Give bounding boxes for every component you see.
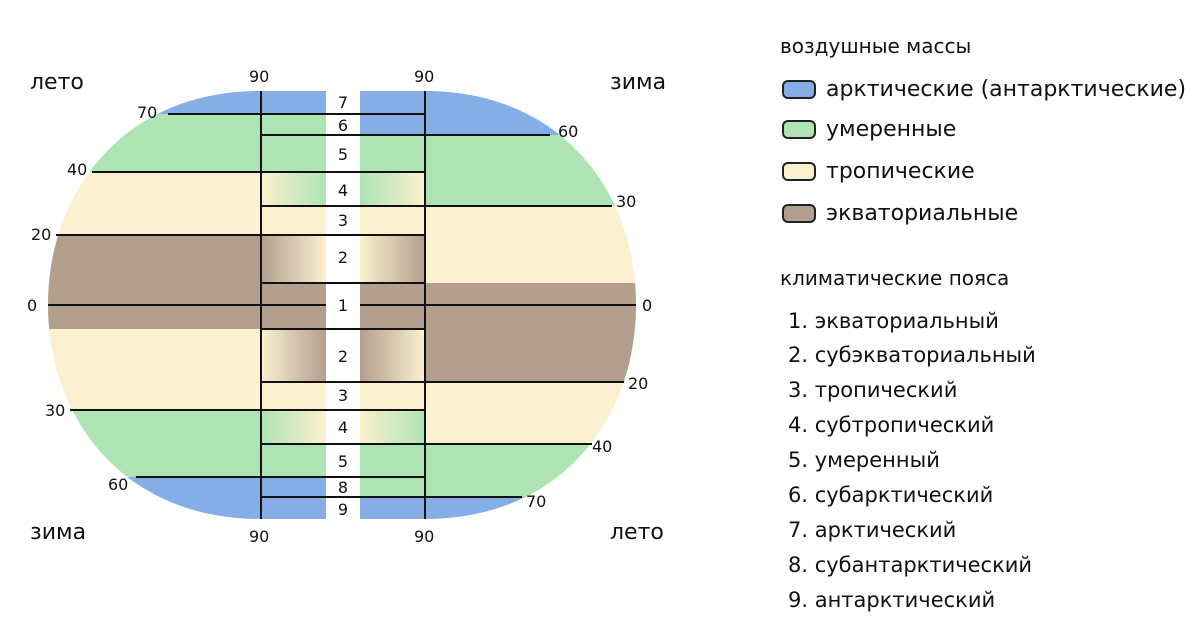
center-gap <box>326 85 360 530</box>
zone-number: 2 <box>338 248 348 267</box>
climate-zones-title: климатические пояса <box>780 266 1010 290</box>
zone-list-item: 4. субтропический <box>788 413 995 437</box>
lat-label-bottom: 90 <box>414 527 434 546</box>
tropical-swatch <box>782 162 816 181</box>
legend-item-arctic: арктические (антарктические) <box>782 77 1186 102</box>
temperate-swatch <box>782 120 816 139</box>
gradient-subtropical-bottom-left <box>261 410 326 444</box>
arctic-swatch <box>782 80 816 99</box>
legend: воздушные массы арктические (антарктичес… <box>780 0 1190 619</box>
lat-label-right: 30 <box>616 192 636 211</box>
latitude-labels: 70 40 20 0 30 60 60 30 0 20 40 70 90 90 … <box>27 67 652 546</box>
equatorial-swatch <box>782 204 816 223</box>
zone-list-item: 6. субарктический <box>788 483 994 507</box>
air-mass-bands <box>48 91 636 519</box>
lat-label-left: 60 <box>108 475 128 494</box>
zone-list-item: 2. субэкваториальный <box>788 343 1036 367</box>
zone-number: 5 <box>338 452 348 471</box>
zone-number: 1 <box>338 296 348 315</box>
climate-zones-diagram: 7 6 5 4 3 2 1 2 3 4 5 8 9 70 40 20 0 30 … <box>27 67 652 546</box>
gradient-subequatorial-bottom-left <box>261 329 326 382</box>
lat-label-right: 70 <box>526 492 546 511</box>
corner-label-bottom-left: зима <box>30 520 87 545</box>
zone-list-item: 3. тропический <box>788 378 958 402</box>
zone-number: 5 <box>338 145 348 164</box>
gradient-subequatorial-bottom-right <box>360 329 425 382</box>
zone-number: 9 <box>338 500 348 519</box>
zone-list-item: 1. экваториальный <box>788 309 999 333</box>
corner-label-top-left: лето <box>30 70 84 95</box>
lat-label-top: 90 <box>249 67 269 86</box>
air-masses-title: воздушные массы <box>780 34 972 58</box>
zone-list-item: 8. субантарктический <box>788 553 1033 577</box>
zone-boundaries <box>261 113 425 498</box>
lat-label-left: 20 <box>31 225 51 244</box>
band-right-arctic-top <box>360 91 636 135</box>
legend-item-equatorial: экваториальные <box>782 201 1018 226</box>
zone-list-item: 7. арктический <box>788 518 957 542</box>
lat-label-left: 30 <box>45 401 65 420</box>
zone-number: 8 <box>338 478 348 497</box>
gradient-subtropical-bottom-right <box>360 410 425 444</box>
zone-number: 4 <box>338 181 348 200</box>
zone-number: 2 <box>338 347 348 366</box>
legend-item-label: тропические <box>826 159 975 184</box>
lat-label-left: 40 <box>67 160 87 179</box>
lat-label-right: 40 <box>592 437 612 456</box>
legend-item-tropical: тропические <box>782 159 975 184</box>
legend-item-temperate: умеренные <box>782 117 956 142</box>
zone-list-item: 9. антарктический <box>788 588 996 612</box>
corner-label-top-right: зима <box>610 70 667 95</box>
lat-label-left: 70 <box>137 103 157 122</box>
lat-label-right: 20 <box>628 374 648 393</box>
lat-label-top: 90 <box>414 67 434 86</box>
lat-label-right: 60 <box>558 122 578 141</box>
zone-number: 7 <box>338 93 348 112</box>
zone-number: 3 <box>338 211 348 230</box>
corner-label-bottom-right: лето <box>610 520 664 545</box>
lat-label-left: 0 <box>27 296 37 315</box>
band-right-arctic-bottom <box>360 497 636 519</box>
lat-label-right: 0 <box>642 296 652 315</box>
legend-item-label: умеренные <box>826 117 957 142</box>
zone-number: 4 <box>338 418 348 437</box>
gradient-subtropical-top-left <box>261 172 326 206</box>
zone-number: 3 <box>338 386 348 405</box>
legend-item-label: экваториальные <box>826 201 1019 226</box>
gradient-subtropical-top-right <box>360 172 425 206</box>
lat-label-bottom: 90 <box>249 527 269 546</box>
gradient-subequatorial-top-left <box>261 235 326 283</box>
zone-numbers: 7 6 5 4 3 2 1 2 3 4 5 8 9 <box>338 93 348 519</box>
gradient-subequatorial-top-right <box>360 235 425 283</box>
zone-number: 6 <box>338 116 348 135</box>
zone-list-item: 5. умеренный <box>788 448 940 472</box>
legend-item-label: арктические (антарктические) <box>826 77 1187 102</box>
